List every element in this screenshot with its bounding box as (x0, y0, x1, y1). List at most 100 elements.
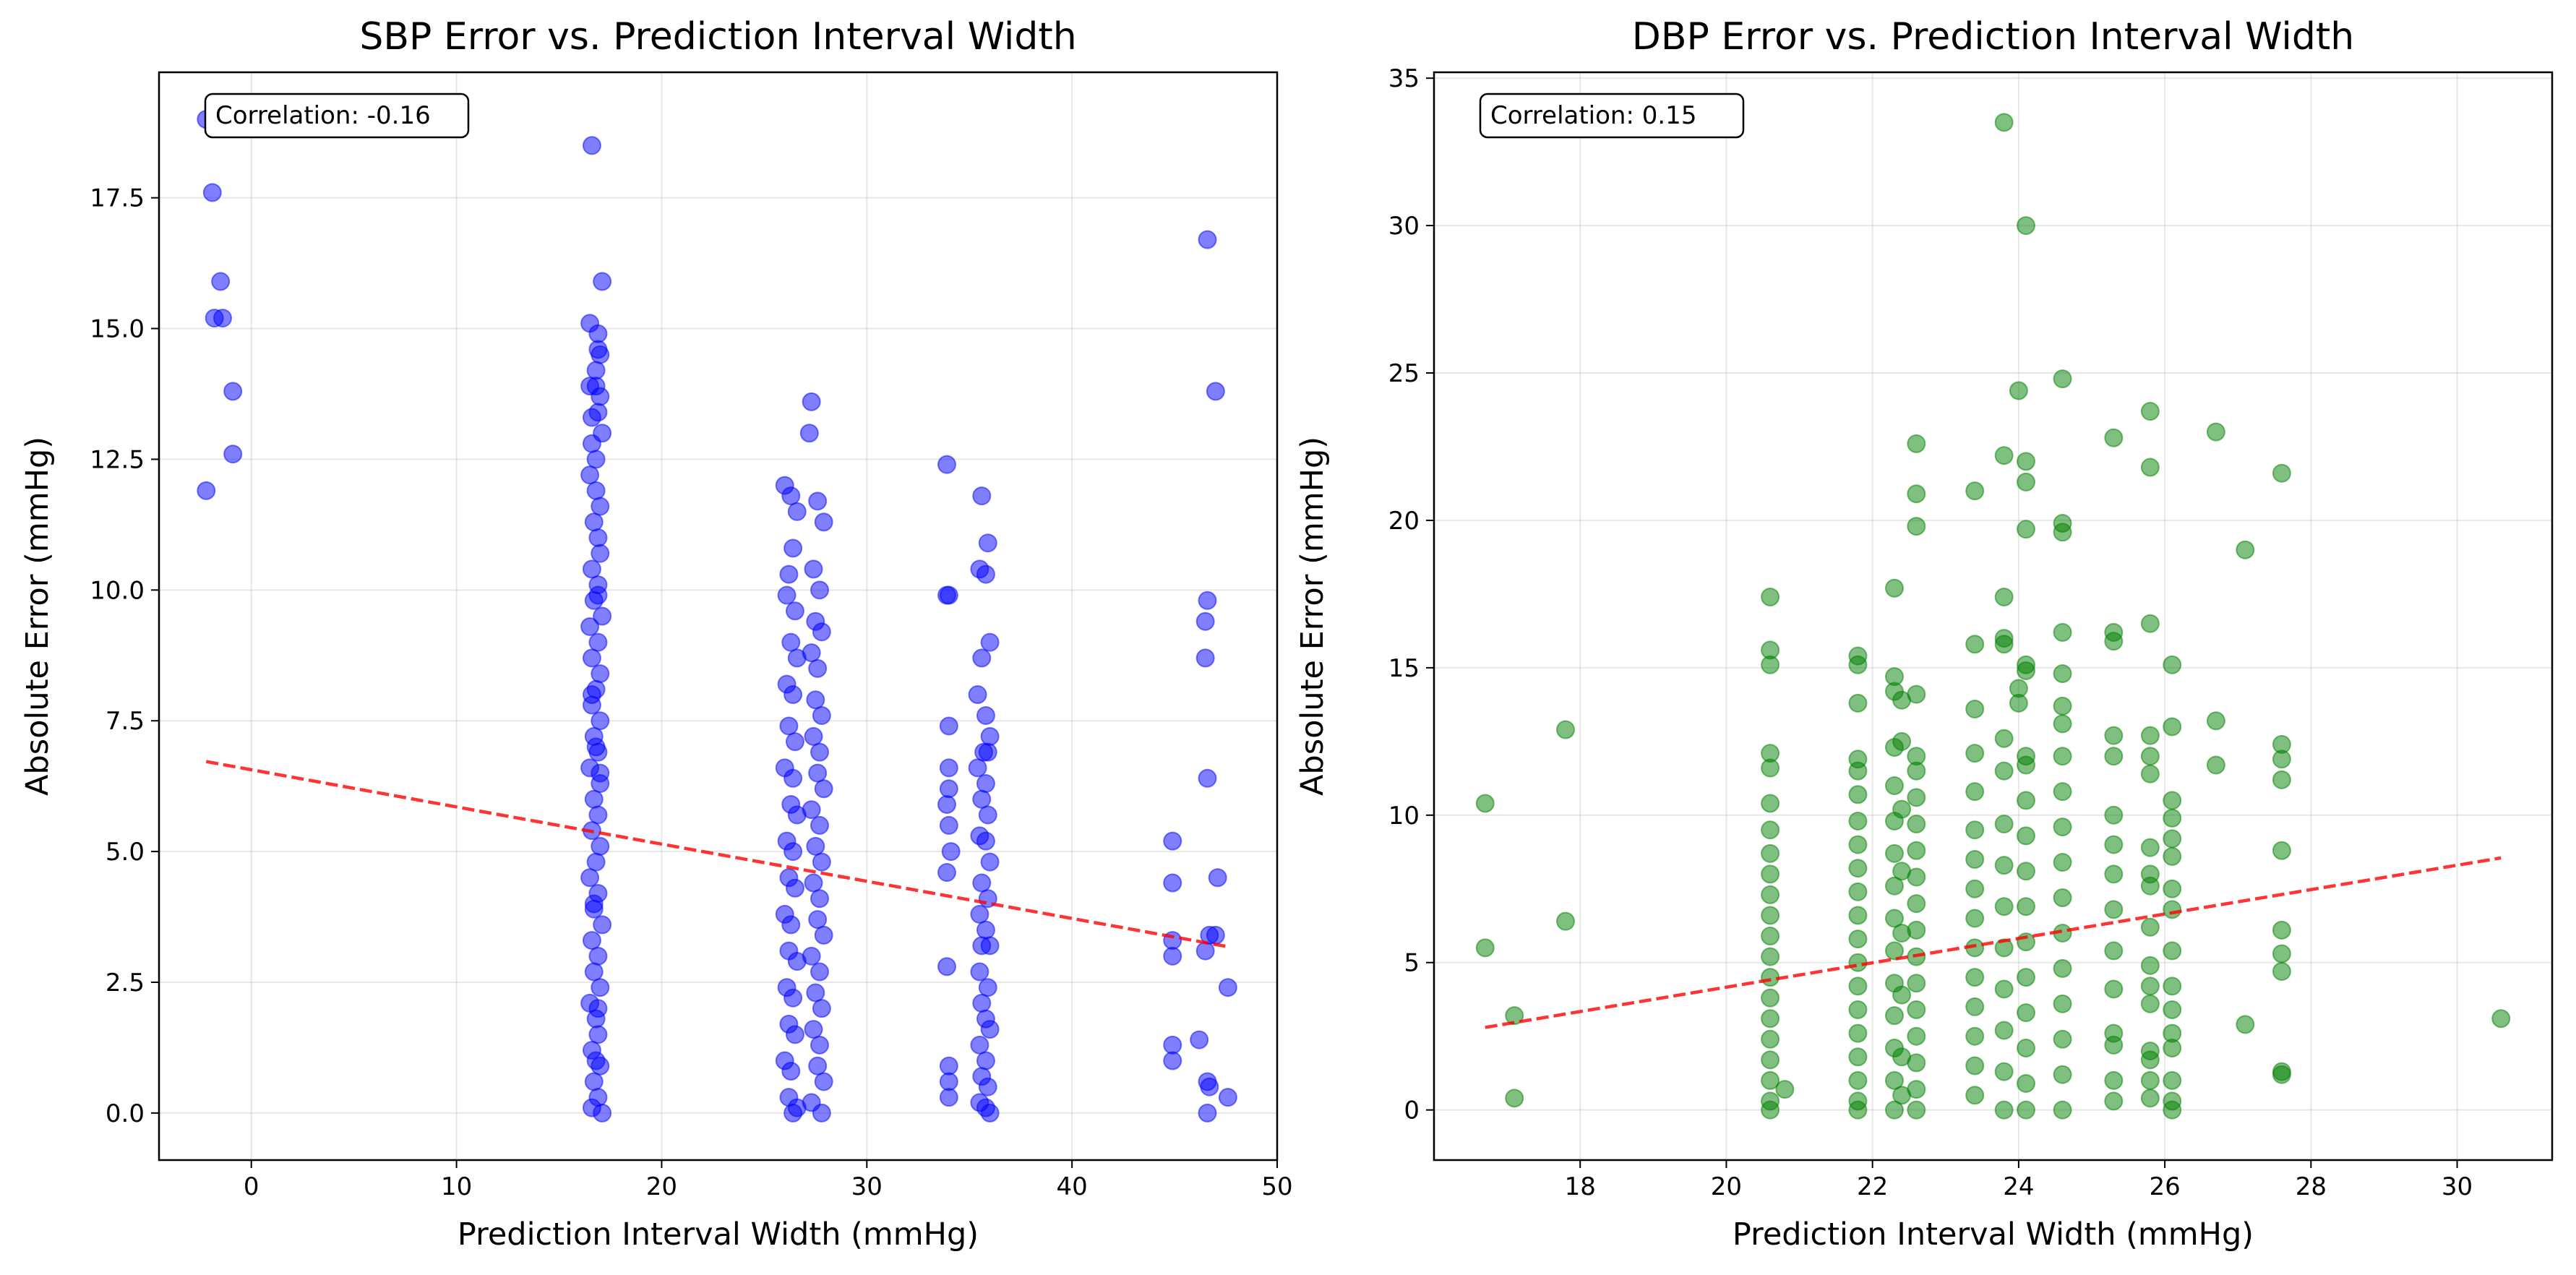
data-point (202, 183, 222, 202)
data-point (2009, 381, 2028, 400)
data-point (593, 1103, 612, 1122)
data-point (1907, 1026, 1926, 1046)
data-point (588, 528, 608, 547)
data-point (1848, 1100, 1868, 1120)
data-point (812, 999, 831, 1018)
data-point (593, 915, 612, 935)
data-point (591, 387, 610, 406)
data-point (223, 445, 243, 464)
data-point (808, 910, 828, 930)
data-point (2053, 782, 2072, 802)
data-point (2017, 862, 2035, 881)
data-point (1892, 985, 1912, 1005)
data-point (1206, 925, 1225, 945)
data-point (582, 434, 601, 453)
data-point (787, 502, 807, 521)
data-point (1965, 481, 1985, 501)
data-point (2017, 1039, 2035, 1058)
data-point (2053, 622, 2072, 642)
data-point (812, 852, 831, 872)
data-point (1907, 1100, 1926, 1120)
data-point (1965, 782, 1985, 802)
x-tick-label: 30 (851, 1172, 883, 1201)
data-point (588, 999, 608, 1018)
data-point (2140, 1089, 2160, 1108)
sbp-panel: 0 10 20 30 40 50 0.0 2.5 5.0 7.5 10.0 12.5 15.0 17.5 S… (20, 15, 1293, 1253)
data-point (777, 585, 797, 605)
data-point (1761, 1050, 1780, 1070)
data-point (580, 465, 600, 485)
data-point (2053, 1100, 2072, 1120)
data-point (1965, 1026, 1985, 1046)
data-point (1994, 1100, 2014, 1120)
data-point (783, 988, 803, 1008)
y-tick-label: 2.5 (106, 969, 145, 997)
x-tick-label: 26 (2149, 1172, 2180, 1201)
data-point (939, 815, 958, 835)
data-point (2140, 917, 2160, 937)
data-point (2104, 941, 2124, 961)
data-point (1965, 635, 1985, 654)
data-point (1907, 788, 1926, 807)
data-point (1848, 1000, 1868, 1019)
data-point (2163, 1039, 2182, 1058)
data-point (1907, 1053, 1926, 1073)
data-point (937, 455, 956, 474)
data-point (1218, 1088, 1237, 1107)
data-point (976, 831, 995, 851)
data-point (1907, 517, 1926, 536)
data-point (1907, 974, 1926, 993)
data-point (2272, 920, 2291, 940)
data-point (810, 742, 830, 762)
data-point (972, 648, 992, 668)
data-point (2017, 1003, 2035, 1023)
data-point (972, 486, 992, 506)
data-point (1848, 906, 1868, 925)
data-point (2163, 717, 2182, 737)
data-point (2017, 661, 2035, 680)
data-point (2140, 402, 2160, 421)
y-tick-label: 20 (1388, 507, 1420, 536)
data-point (1965, 909, 1985, 928)
data-point (980, 852, 1000, 872)
data-point (1885, 1070, 1904, 1090)
data-point (810, 889, 830, 909)
data-point (2053, 1065, 2072, 1084)
data-point (812, 705, 831, 725)
data-point (937, 794, 956, 814)
data-point (2272, 841, 2291, 860)
data-point (1907, 841, 1926, 860)
x-tick-label: 20 (1711, 1172, 1742, 1201)
data-point (586, 361, 606, 380)
data-point (582, 648, 601, 668)
data-point (591, 836, 610, 856)
x-tick-label: 22 (1857, 1172, 1888, 1201)
correlation-box (1479, 93, 1745, 139)
data-point (1206, 382, 1225, 401)
data-point (2104, 428, 2124, 447)
data-point (1907, 434, 1926, 453)
data-point (1475, 794, 1495, 813)
data-point (591, 763, 610, 783)
data-point (808, 491, 828, 511)
data-point (2163, 829, 2182, 849)
x-tick-label: 20 (646, 1172, 677, 1201)
data-point (1907, 815, 1926, 834)
data-point (1885, 876, 1904, 896)
data-point (2140, 956, 2160, 975)
data-point (1163, 873, 1182, 893)
data-point (810, 815, 830, 835)
data-point (1761, 927, 1780, 946)
plot-frame (158, 71, 1279, 1162)
data-point (1885, 578, 1904, 598)
data-point (591, 544, 610, 563)
data-point (1885, 776, 1904, 796)
data-point (582, 931, 601, 950)
x-tick-label: 50 (1261, 1172, 1292, 1201)
data-point (1994, 729, 2014, 748)
data-point (783, 538, 803, 558)
data-point (2104, 805, 2124, 825)
data-point (1163, 946, 1182, 966)
data-point (783, 685, 803, 705)
data-point (2163, 808, 2182, 828)
